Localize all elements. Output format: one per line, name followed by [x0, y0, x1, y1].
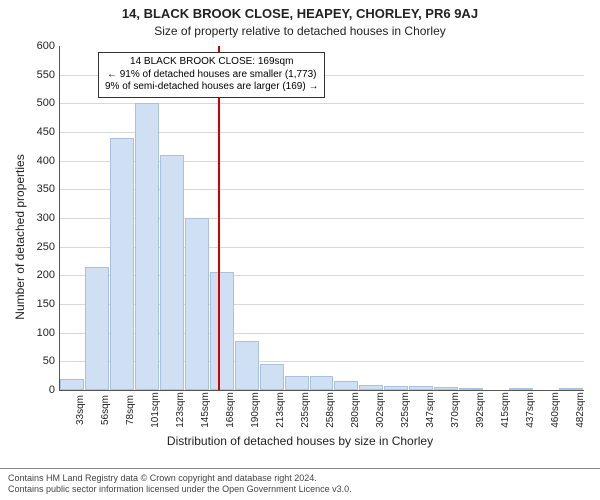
- bar: [185, 218, 209, 390]
- y-tick-label: 400: [37, 155, 60, 167]
- y-tick-label: 550: [37, 69, 60, 81]
- y-tick-label: 500: [37, 97, 60, 109]
- x-tick-label: 123sqm: [172, 392, 186, 428]
- x-tick-label: 302sqm: [372, 392, 386, 428]
- bar: [60, 379, 84, 390]
- chart-subtitle: Size of property relative to detached ho…: [0, 24, 600, 38]
- bar: [334, 381, 358, 390]
- bar: [509, 388, 533, 390]
- y-tick-label: 0: [49, 384, 60, 396]
- x-tick-label: 392sqm: [472, 392, 486, 428]
- x-tick-label: 460sqm: [547, 392, 561, 428]
- x-tick-label: 415sqm: [497, 392, 511, 428]
- y-tick-label: 100: [37, 327, 60, 339]
- bar: [459, 388, 483, 390]
- footer: Contains HM Land Registry data © Crown c…: [0, 468, 600, 500]
- y-tick-label: 600: [37, 40, 60, 52]
- annotation-line-2: ← 91% of detached houses are smaller (1,…: [105, 69, 318, 82]
- x-tick-label: 347sqm: [422, 392, 436, 428]
- footer-line-1: Contains HM Land Registry data © Crown c…: [8, 473, 592, 484]
- bar: [559, 388, 583, 390]
- y-tick-label: 150: [37, 298, 60, 310]
- y-tick-label: 200: [37, 269, 60, 281]
- x-tick-label: 437sqm: [522, 392, 536, 428]
- bar: [409, 386, 433, 390]
- x-tick-label: 482sqm: [572, 392, 586, 428]
- x-tick-label: 145sqm: [197, 392, 211, 428]
- x-tick-label: 235sqm: [297, 392, 311, 428]
- footer-line-2: Contains public sector information licen…: [8, 484, 592, 495]
- x-tick-label: 325sqm: [397, 392, 411, 428]
- x-tick-label: 78sqm: [122, 395, 136, 425]
- chart-title: 14, BLACK BROOK CLOSE, HEAPEY, CHORLEY, …: [0, 6, 600, 21]
- x-tick-label: 280sqm: [347, 392, 361, 428]
- x-tick-label: 33sqm: [72, 395, 86, 425]
- bar: [85, 267, 109, 390]
- bar: [285, 376, 309, 390]
- x-tick-label: 258sqm: [322, 392, 336, 428]
- y-tick-label: 250: [37, 241, 60, 253]
- x-tick-label: 213sqm: [272, 392, 286, 428]
- x-tick-label: 101sqm: [147, 392, 161, 428]
- annotation-line-3: 9% of semi-detached houses are larger (1…: [105, 81, 318, 94]
- bar: [235, 341, 259, 390]
- y-tick-label: 50: [43, 355, 60, 367]
- bar: [310, 376, 334, 390]
- chart-container: 14, BLACK BROOK CLOSE, HEAPEY, CHORLEY, …: [0, 0, 600, 500]
- reference-line: [218, 46, 220, 390]
- annotation-line-1: 14 BLACK BROOK CLOSE: 169sqm: [105, 56, 318, 69]
- bar: [110, 138, 134, 390]
- x-axis-label: Distribution of detached houses by size …: [0, 434, 600, 448]
- x-tick-label: 168sqm: [222, 392, 236, 428]
- plot-area: 14 BLACK BROOK CLOSE: 169sqm ← 91% of de…: [59, 46, 584, 391]
- bar: [160, 155, 184, 390]
- bar: [135, 103, 159, 390]
- y-tick-label: 450: [37, 126, 60, 138]
- x-tick-label: 190sqm: [247, 392, 261, 428]
- bar: [434, 387, 458, 390]
- x-tick-label: 370sqm: [447, 392, 461, 428]
- bar: [359, 385, 383, 390]
- x-tick-label: 56sqm: [97, 395, 111, 425]
- y-tick-label: 300: [37, 212, 60, 224]
- y-axis-label: Number of detached properties: [13, 137, 27, 337]
- y-tick-label: 350: [37, 183, 60, 195]
- bar: [384, 386, 408, 390]
- bar: [210, 272, 234, 390]
- annotation-box: 14 BLACK BROOK CLOSE: 169sqm ← 91% of de…: [98, 52, 325, 98]
- bar: [260, 364, 284, 390]
